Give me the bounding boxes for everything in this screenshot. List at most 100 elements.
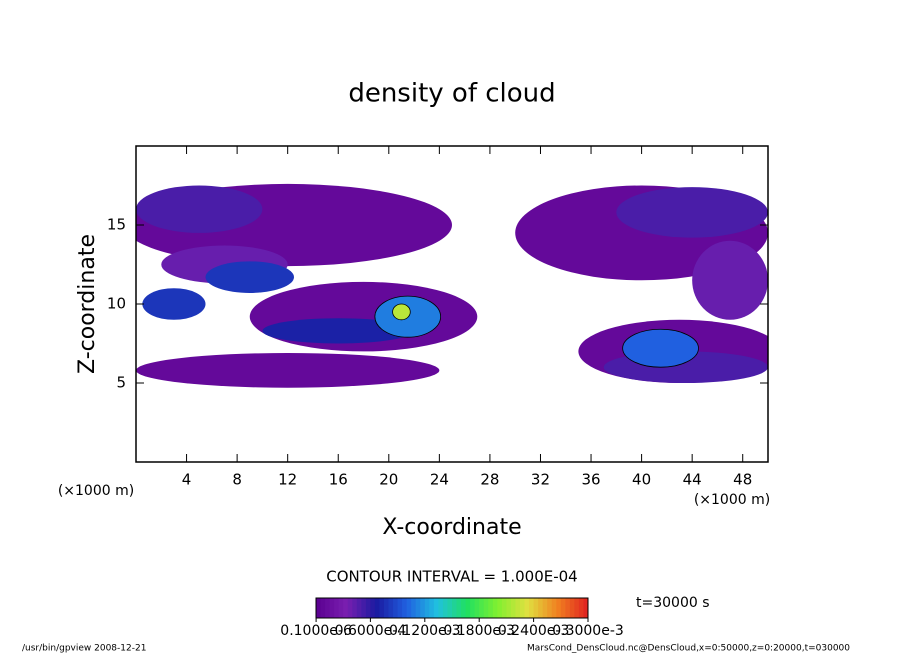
colorbar-cell xyxy=(384,598,390,618)
colorbar-cell xyxy=(452,598,458,618)
footer-right: MarsCond_DensCloud.nc@DensCloud,x=0:5000… xyxy=(527,644,850,654)
contour-interval: CONTOUR INTERVAL = 1.000E-04 xyxy=(326,568,577,586)
colorbar-cell xyxy=(365,598,371,618)
colorbar-cell xyxy=(574,598,580,618)
colorbar-cell xyxy=(316,598,322,618)
colorbar-tick-label: 0.1800e-3 xyxy=(443,623,515,639)
colorbar-tick-label: 0.1000e-6 xyxy=(280,623,352,639)
colorbar-cell xyxy=(551,598,557,618)
colorbar-cell xyxy=(402,598,408,618)
colorbar-cell xyxy=(397,598,403,618)
colorbar-cell xyxy=(529,598,535,618)
colorbar-cell xyxy=(420,598,426,618)
x-tick-label: 28 xyxy=(480,471,499,489)
x-unit-label: (×1000 m) xyxy=(694,492,770,508)
colorbar-cell xyxy=(492,598,498,618)
colorbar-cell xyxy=(520,598,526,618)
y-unit-label: (×1000 m) xyxy=(58,483,134,499)
x-tick-label: 8 xyxy=(232,471,242,489)
cloud-patch xyxy=(616,187,768,238)
x-tick-label: 40 xyxy=(632,471,651,489)
x-tick-label: 16 xyxy=(329,471,348,489)
colorbar-cell xyxy=(433,598,439,618)
colorbar-cell xyxy=(483,598,489,618)
colorbar-cell xyxy=(497,598,503,618)
colorbar-cell xyxy=(347,598,353,618)
colorbar-cell xyxy=(524,598,530,618)
colorbar-cell xyxy=(488,598,494,618)
cloud-patch xyxy=(262,318,415,344)
cloud-patch xyxy=(142,288,206,320)
colorbar-cell xyxy=(569,598,575,618)
colorbar-cell xyxy=(501,598,507,618)
colorbar-cell xyxy=(583,598,589,618)
cloud-patch xyxy=(392,303,411,321)
x-axis-label: X-coordinate xyxy=(382,515,521,540)
colorbar-cell xyxy=(379,598,385,618)
colorbar-cell xyxy=(560,598,566,618)
time-label: t=30000 s xyxy=(636,595,710,611)
colorbar-cell xyxy=(515,598,521,618)
colorbar-tick-label: 0.1200e-3 xyxy=(389,623,461,639)
cloud-patch xyxy=(205,261,294,293)
colorbar-cell xyxy=(343,598,349,618)
colorbar-cell xyxy=(406,598,412,618)
colorbar-cell xyxy=(429,598,435,618)
colorbar-frame xyxy=(315,597,589,619)
cloud-patch xyxy=(622,328,699,368)
colorbar: 0.1000e-60.6000e-40.1200e-30.1800e-30.24… xyxy=(280,597,624,639)
y-axis-label: Z-coordinate xyxy=(75,234,100,374)
x-tick-label: 20 xyxy=(379,471,398,489)
colorbar-cell xyxy=(415,598,421,618)
colorbar-cell xyxy=(442,598,448,618)
x-tick-label: 4 xyxy=(182,471,192,489)
colorbar-cell xyxy=(424,598,430,618)
colorbar-cell xyxy=(479,598,485,618)
cloud-patch xyxy=(136,352,440,388)
x-tick-label: 24 xyxy=(430,471,449,489)
y-tick-label: 10 xyxy=(107,295,126,313)
colorbar-cell xyxy=(334,598,340,618)
colorbar-cell xyxy=(320,598,326,618)
colorbar-tick-label: 0.6000e-4 xyxy=(335,623,407,639)
colorbar-cell xyxy=(461,598,467,618)
colorbar-cell xyxy=(411,598,417,618)
cloud-patch xyxy=(692,240,768,320)
colorbar-cell xyxy=(470,598,476,618)
colorbar-cell xyxy=(370,598,376,618)
colorbar-cell xyxy=(542,598,548,618)
colorbar-cell xyxy=(510,598,516,618)
y-tick-label: 5 xyxy=(116,374,126,392)
colorbar-cell xyxy=(352,598,358,618)
colorbar-cell xyxy=(547,598,553,618)
colorbar-cell xyxy=(474,598,480,618)
colorbar-cell xyxy=(374,598,380,618)
colorbar-cell xyxy=(565,598,571,618)
colorbar-cell xyxy=(456,598,462,618)
contour-field xyxy=(136,183,768,388)
chart-title: density of cloud xyxy=(348,79,555,109)
colorbar-cell xyxy=(361,598,367,618)
colorbar-cell xyxy=(556,598,562,618)
x-tick-label: 32 xyxy=(531,471,550,489)
x-tick-label: 36 xyxy=(581,471,600,489)
colorbar-tick-label: 0.2400e-3 xyxy=(498,623,570,639)
colorbar-cell xyxy=(438,598,444,618)
colorbar-cell xyxy=(538,598,544,618)
colorbar-tick-label: 0.3000e-3 xyxy=(552,623,624,639)
colorbar-cell xyxy=(325,598,331,618)
x-tick-label: 12 xyxy=(278,471,297,489)
colorbar-cell xyxy=(393,598,399,618)
colorbar-cell xyxy=(506,598,512,618)
colorbar-cell xyxy=(329,598,335,618)
x-tick-label: 44 xyxy=(683,471,702,489)
cloud-patch xyxy=(136,185,263,233)
colorbar-cell xyxy=(356,598,362,618)
x-tick-label: 48 xyxy=(733,471,752,489)
colorbar-cell xyxy=(447,598,453,618)
colorbar-cell xyxy=(388,598,394,618)
colorbar-cell xyxy=(465,598,471,618)
footer-left: /usr/bin/gpview 2008-12-21 xyxy=(22,644,146,654)
